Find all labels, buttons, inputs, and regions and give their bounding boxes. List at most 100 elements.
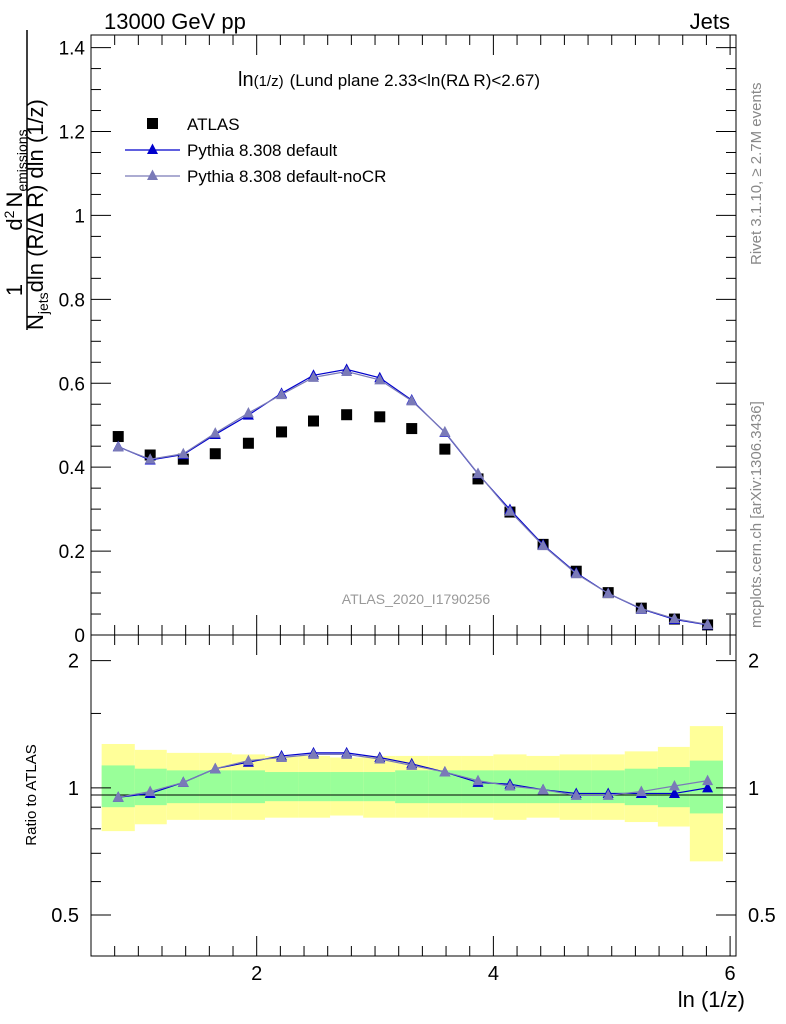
main-y-tick-label: 0 bbox=[74, 626, 85, 647]
header-process-label: Jets bbox=[690, 9, 730, 34]
ratio-nocr-point bbox=[209, 762, 221, 774]
ratio-nocr-point bbox=[406, 759, 418, 770]
header-energy-label: 13000 GeV pp bbox=[104, 9, 246, 34]
ratio-y-tick-label-right: 2 bbox=[748, 651, 759, 673]
nocr-data-point bbox=[242, 407, 254, 418]
nocr-data-point bbox=[144, 453, 156, 464]
ratio-y-axis-label: Ratio to ATLAS bbox=[23, 744, 40, 845]
main-y-tick-labels: 0 0.2 0.4 0.6 0.8 1 1.2 1.4 bbox=[59, 39, 86, 647]
ratio-frame bbox=[90, 634, 737, 957]
nocr-data-point bbox=[374, 373, 386, 385]
nocr-data-point bbox=[209, 427, 221, 438]
ratio-y-tick-label: 0.5 bbox=[51, 905, 79, 927]
ratio-y-tick-labels: 0.5 0.5 1 1 2 2 bbox=[51, 651, 776, 927]
ratio-nocr-point bbox=[242, 754, 254, 766]
ratio-nocr-point bbox=[276, 751, 288, 762]
ratio-nocr-point bbox=[504, 780, 516, 791]
main-y-tick-label: 0.4 bbox=[59, 458, 86, 479]
nocr-data-point bbox=[472, 467, 484, 478]
ratio-nocr-point bbox=[537, 783, 549, 795]
ratio-nocr-point bbox=[570, 789, 582, 800]
y-label-numerator-1: 1 bbox=[2, 284, 27, 296]
legend-marker-default bbox=[147, 143, 158, 154]
nocr-data-point bbox=[668, 612, 680, 624]
ratio-panel: 0.5 0.5 1 1 2 2 bbox=[51, 634, 776, 957]
ratio-nocr-point bbox=[635, 785, 647, 797]
ratio-nocr-point bbox=[177, 776, 189, 787]
atlas-data-point bbox=[209, 448, 221, 460]
legend-label-default: Pythia 8.308 default bbox=[187, 141, 338, 160]
main-y-tick-label: 1.2 bbox=[59, 123, 85, 144]
legend-marker-nocr bbox=[147, 169, 158, 180]
x-tick-label: 4 bbox=[488, 963, 499, 985]
x-tick-labels: 2 4 6 bbox=[251, 963, 736, 985]
ratio-nocr-point bbox=[439, 766, 451, 777]
ratio-y-tick-label: 1 bbox=[68, 778, 79, 800]
ratio-green-band bbox=[298, 772, 331, 802]
legend: ATLAS Pythia 8.308 default Pythia 8.308 … bbox=[125, 115, 386, 186]
main-axis-ticks bbox=[91, 35, 736, 636]
nocr-data-point bbox=[307, 371, 319, 382]
nocr-data-point bbox=[439, 425, 451, 437]
nocr-series-line bbox=[118, 370, 708, 626]
ratio-nocr-point bbox=[144, 785, 156, 797]
nocr-data-point bbox=[504, 505, 516, 516]
atlas-data-point bbox=[341, 409, 353, 421]
y-label-numerator-d2n: d2Nemissions bbox=[1, 129, 30, 230]
ratio-nocr-point bbox=[307, 748, 319, 759]
ratio-nocr-point bbox=[472, 774, 484, 786]
nocr-data-point bbox=[635, 602, 647, 614]
atlas-data-point bbox=[177, 453, 189, 465]
atlas-data-point bbox=[276, 426, 288, 438]
ratio-axis-ticks bbox=[91, 635, 736, 956]
ratio-green-band bbox=[264, 772, 299, 802]
ratio-green-band bbox=[199, 770, 232, 804]
ratio-default-point bbox=[702, 781, 714, 793]
nocr-data-point bbox=[702, 618, 714, 630]
rivet-side-label: Rivet 3.1.10, ≥ 2.7M events bbox=[748, 83, 765, 266]
nocr-data-point bbox=[177, 447, 189, 459]
atlas-data-point bbox=[374, 411, 386, 423]
atlas-data-point bbox=[112, 431, 124, 443]
atlas-data-point bbox=[406, 423, 418, 435]
ratio-default-point bbox=[668, 787, 680, 798]
nocr-data-point bbox=[406, 394, 418, 406]
ratio-green-band bbox=[363, 772, 396, 802]
ratio-y-tick-label-right: 1 bbox=[748, 778, 759, 800]
legend-label-atlas: ATLAS bbox=[187, 115, 240, 134]
atlas-data-point bbox=[472, 473, 484, 485]
ratio-green-band bbox=[395, 770, 429, 804]
x-tick-label: 2 bbox=[251, 963, 262, 985]
main-y-tick-label: 0.2 bbox=[59, 542, 85, 563]
ratio-y-tick-label-right: 0.5 bbox=[748, 905, 776, 927]
ratio-nocr-point bbox=[341, 748, 353, 759]
legend-label-nocr: Pythia 8.308 default-noCR bbox=[187, 167, 386, 186]
ratio-nocr-point bbox=[602, 789, 614, 800]
plot-title: ln(1/z) (Lund plane 2.33<ln(RΔ R)<2.67) bbox=[238, 69, 540, 91]
main-y-axis-label: 1 Njetsdln (R/Δ R) dln (1/z) d2Nemission… bbox=[1, 30, 51, 330]
ratio-green-band bbox=[330, 772, 364, 802]
nocr-data-point bbox=[112, 441, 124, 452]
atlas-data-point bbox=[307, 415, 319, 427]
main-y-tick-label: 0.8 bbox=[59, 290, 85, 311]
nocr-data-point bbox=[276, 388, 288, 400]
nocr-data-point bbox=[602, 587, 614, 598]
y-label-denominator: Njetsdln (R/Δ R) dln (1/z) bbox=[23, 99, 51, 330]
nocr-data-point bbox=[570, 567, 582, 579]
atlas-data-point bbox=[439, 443, 451, 455]
atlas-data-point bbox=[242, 437, 254, 449]
nocr-data-point bbox=[537, 539, 549, 551]
nocr-data-point bbox=[341, 365, 353, 377]
x-axis-label: ln (1/z) bbox=[678, 987, 745, 1012]
main-y-tick-label: 1 bbox=[74, 206, 85, 227]
main-panel: 0 0.2 0.4 0.6 0.8 1 1.2 1.4 bbox=[59, 34, 737, 647]
ratio-y-tick-label: 2 bbox=[68, 651, 79, 673]
main-y-tick-label: 0.6 bbox=[59, 374, 85, 395]
x-tick-label: 6 bbox=[725, 963, 736, 985]
main-series-layer bbox=[112, 363, 714, 631]
mcplots-side-label: mcplots.cern.ch [arXiv:1306.3436] bbox=[748, 401, 765, 628]
main-y-tick-label: 1.4 bbox=[59, 39, 86, 60]
default-series-line bbox=[117, 368, 708, 626]
ratio-series-layer bbox=[112, 746, 714, 802]
